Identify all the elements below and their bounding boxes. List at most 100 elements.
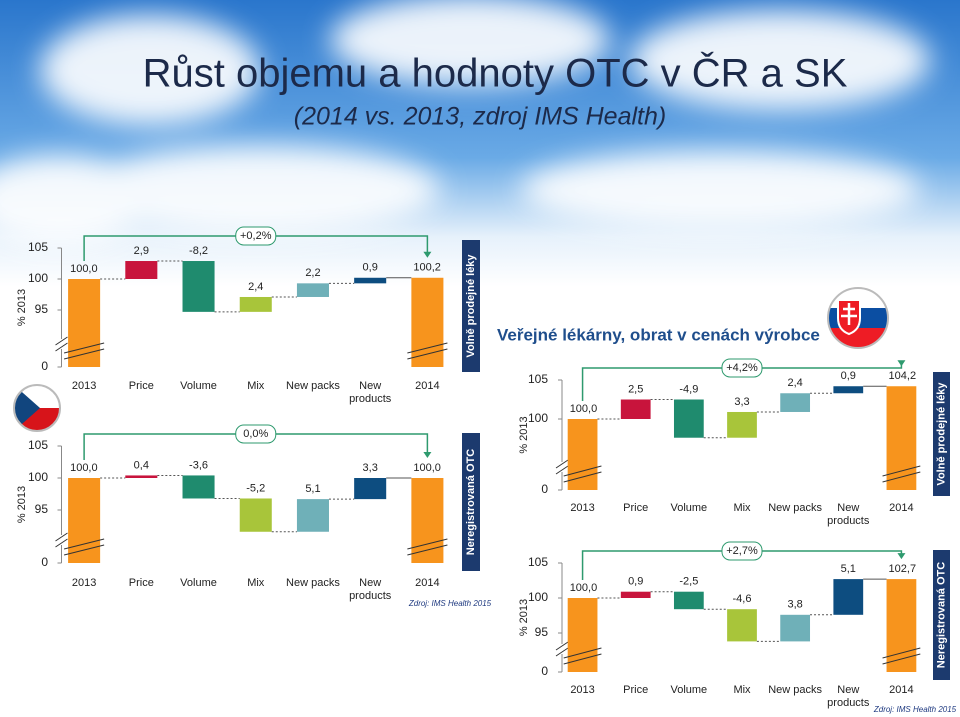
x-tick-label: Price: [128, 577, 154, 589]
annotation-box: [721, 541, 763, 561]
value-label: 100,2: [413, 262, 441, 274]
bar-break: [63, 342, 105, 360]
bar-break: [882, 647, 921, 665]
y-tick-label: 95: [35, 502, 49, 516]
x-tick-label: 2014: [889, 684, 914, 696]
x-tick-label: Price: [128, 380, 154, 392]
chart-subtitle: Veřejné lékárny, obrat v cenách výrobce: [497, 325, 820, 344]
x-tick-label: 2013: [71, 380, 97, 392]
x-tick-label: New packs: [768, 502, 823, 514]
y-tick-label: 0: [541, 664, 548, 678]
bar: [182, 475, 215, 499]
bar-break: [563, 647, 602, 665]
bar: [886, 386, 917, 490]
value-label: 5,1: [841, 563, 856, 575]
annotation: +2,7%: [726, 545, 758, 557]
bar: [780, 614, 811, 642]
value-label: -5,2: [246, 482, 265, 494]
bar: [886, 579, 917, 672]
y-tick-label: 105: [528, 555, 548, 569]
x-tick-label: 2013: [71, 577, 97, 589]
x-tick-label: New products: [349, 577, 392, 602]
value-label: 102,7: [889, 563, 917, 575]
value-label: 0,9: [363, 262, 378, 274]
axis-break: [55, 532, 68, 548]
bar: [296, 499, 329, 532]
x-tick-label: Mix: [247, 577, 265, 589]
x-tick-label: Volume: [180, 577, 217, 589]
y-tick-label: 95: [535, 625, 549, 639]
value-label: 3,3: [363, 462, 378, 474]
value-label: 3,3: [734, 396, 749, 408]
arrow-head: [897, 360, 906, 367]
axis-break: [555, 641, 569, 657]
bar-break: [563, 465, 602, 483]
axis-break: [555, 459, 569, 475]
arrow-head: [423, 452, 432, 458]
x-tick-label: Volume: [670, 684, 708, 696]
x-tick-label: 2014: [415, 380, 440, 392]
bar-break: [882, 465, 921, 483]
value-label: -4,6: [733, 593, 752, 605]
value-label: 100,0: [570, 582, 598, 594]
x-tick-label: Mix: [733, 502, 751, 514]
x-tick-label: New packs: [286, 577, 340, 589]
side-label: Neregistrovaná OTC: [935, 562, 947, 668]
value-label: -3,6: [189, 459, 208, 471]
annotation-box: [235, 226, 277, 246]
value-label: 0,9: [628, 576, 643, 588]
bar: [411, 277, 444, 367]
value-label: 2,4: [248, 281, 263, 293]
side-label: Volně prodejné léky: [465, 254, 477, 358]
clouds: [0, 0, 930, 245]
annotation: +0,2%: [240, 230, 272, 242]
value-label: 0,9: [841, 370, 856, 382]
value-label: 100,0: [70, 263, 98, 275]
y-tick-label: 105: [28, 240, 48, 254]
x-tick-label: Mix: [247, 380, 265, 392]
value-label: 5,1: [305, 483, 320, 495]
y-tick-label: 0: [541, 482, 548, 496]
page-subtitle: (2014 vs. 2013, zdroj IMS Health): [294, 103, 666, 131]
bar: [182, 261, 215, 312]
x-tick-label: New packs: [286, 380, 340, 392]
annotation: 0,0%: [243, 428, 268, 440]
bar-break: [63, 538, 105, 556]
x-tick-label: Price: [623, 502, 649, 514]
y-tick-label: 105: [528, 372, 548, 386]
y-tick-label: 0: [41, 359, 48, 373]
bar: [125, 475, 158, 478]
y-tick-label: 0: [41, 555, 48, 569]
bar: [833, 579, 864, 615]
sk-flag: [827, 287, 889, 349]
side-label-box: [933, 550, 950, 680]
x-tick-label: Volume: [180, 380, 217, 392]
bar: [68, 478, 101, 563]
value-label: 2,2: [305, 267, 320, 279]
x-tick-label: New products: [827, 684, 870, 709]
page-title: Růst objemu a hodnoty OTC v ČR a SK: [143, 51, 848, 96]
y-tick-label: 100: [528, 590, 548, 604]
y-axis-label: % 2013: [518, 416, 530, 453]
y-tick-label: 100: [28, 271, 48, 285]
side-label: Volně prodejné léky: [935, 382, 947, 486]
x-tick-label: Mix: [733, 684, 751, 696]
x-tick-label: 2014: [889, 502, 914, 514]
source: Zdroj: IMS Health 2015: [873, 705, 957, 714]
side-label-box: [462, 433, 480, 571]
bar: [239, 296, 272, 312]
x-tick-label: New products: [827, 502, 870, 527]
side-label: Neregistrovaná OTC: [465, 449, 477, 555]
y-axis-label: % 2013: [16, 289, 28, 326]
bar: [239, 498, 272, 532]
y-tick-label: 105: [28, 438, 48, 452]
y-tick-label: 100: [528, 411, 548, 425]
value-label: 2,9: [134, 245, 149, 257]
x-tick-label: 2014: [415, 577, 440, 589]
bar-break: [407, 342, 448, 360]
bar: [567, 419, 598, 490]
side-label-box: [933, 372, 950, 496]
bar: [620, 399, 651, 419]
